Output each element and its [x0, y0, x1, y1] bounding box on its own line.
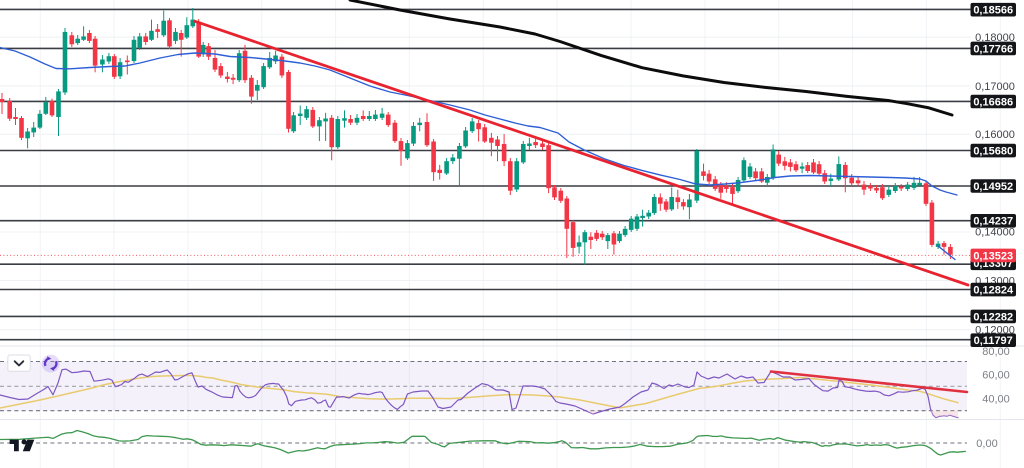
- svg-text:0,14000: 0,14000: [975, 226, 1015, 238]
- svg-text:0,12824: 0,12824: [973, 285, 1014, 297]
- svg-text:0,11797: 0,11797: [974, 335, 1013, 347]
- svg-text:0,16000: 0,16000: [975, 129, 1015, 141]
- svg-text:0,14952: 0,14952: [973, 181, 1013, 193]
- svg-text:0,18000: 0,18000: [975, 32, 1015, 44]
- svg-text:0,00: 0,00: [976, 438, 997, 450]
- svg-text:0,17000: 0,17000: [975, 81, 1015, 93]
- svg-text:40,00: 40,00: [982, 393, 1010, 405]
- svg-text:0,16686: 0,16686: [973, 96, 1013, 108]
- svg-text:0,18566: 0,18566: [973, 5, 1013, 17]
- svg-text:0,12282: 0,12282: [973, 311, 1013, 323]
- svg-text:0,14237: 0,14237: [973, 216, 1013, 228]
- svg-text:0,15680: 0,15680: [973, 146, 1013, 158]
- svg-text:0,17766: 0,17766: [973, 43, 1013, 55]
- svg-text:60,00: 60,00: [982, 369, 1010, 381]
- svg-text:80,00: 80,00: [982, 346, 1010, 358]
- svg-text:0,13523: 0,13523: [973, 250, 1013, 262]
